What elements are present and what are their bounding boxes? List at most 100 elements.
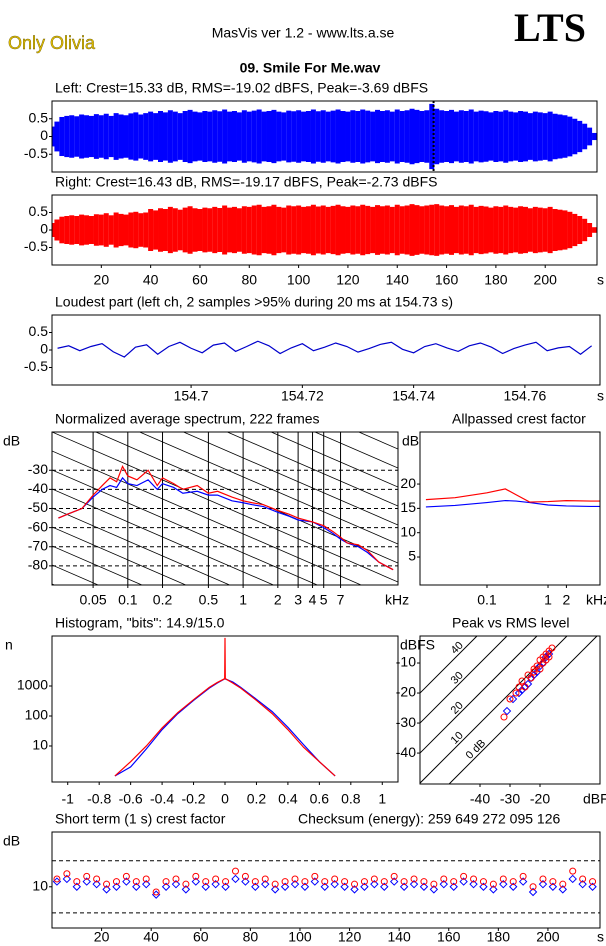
data-point [548, 882, 558, 891]
x-axis-unit: dBFS [583, 791, 606, 807]
data-point [559, 880, 567, 888]
data-point [499, 879, 508, 889]
data-point [310, 877, 320, 886]
data-point [360, 878, 368, 886]
x-tick-label: 5 [320, 592, 328, 608]
y-tick-label: -40 [396, 744, 416, 760]
data-point [62, 874, 72, 884]
data-point [271, 880, 279, 888]
y-tick-label: -50 [28, 499, 48, 515]
plot-area [52, 204, 597, 256]
data-point [509, 882, 518, 891]
x-tick-label: 0.2 [153, 592, 173, 608]
data-point [300, 882, 310, 891]
data-point [514, 688, 524, 698]
plot-area [52, 101, 597, 172]
data-point [578, 879, 587, 889]
data-point [532, 667, 542, 677]
data-point [301, 878, 309, 886]
series-line [425, 488, 600, 503]
data-point [340, 882, 349, 891]
data-point [281, 878, 289, 886]
file-name: 09. Smile For Me.wav [240, 60, 381, 76]
chart-title: Normalized average spectrum, 222 frames [55, 411, 320, 427]
chart-title: Right: Crest=16.43 dB, RMS=-19.17 dBFS, … [55, 174, 437, 190]
plot-area [52, 860, 600, 914]
y-tick-label: -0.5 [24, 358, 48, 374]
data-point [103, 880, 111, 888]
data-point [82, 877, 91, 886]
data-point [171, 879, 181, 889]
data-point [212, 875, 220, 883]
y-tick-label: -30 [28, 461, 48, 477]
data-point [390, 872, 398, 880]
checksum: Checksum (energy): 259 649 272 095 126 [298, 811, 560, 827]
data-point [251, 882, 260, 891]
data-point [221, 882, 230, 891]
data-point [536, 665, 544, 673]
y-tick-label: -0.5 [24, 238, 48, 254]
chart-title: Left: Crest=15.33 dB, RMS=-19.02 dBFS, P… [55, 80, 428, 96]
data-point [231, 867, 239, 875]
x-tick-label: -30 [500, 791, 520, 807]
x-tick-label: 120 [338, 929, 362, 945]
data-point [558, 885, 568, 894]
slope-guide [52, 469, 319, 585]
x-tick-label: 160 [437, 929, 461, 945]
data-point [83, 872, 91, 880]
y-tick-label: 10 [32, 877, 48, 893]
data-point [588, 882, 597, 891]
slope-guide [313, 432, 398, 469]
plot-area [57, 340, 593, 358]
crest-line-label: 20 [449, 700, 466, 717]
data-point [181, 885, 191, 894]
crest-line [420, 636, 508, 724]
data-point [380, 882, 389, 891]
slope-guide [182, 432, 398, 526]
y-axis-unit: n [5, 637, 13, 653]
data-point [112, 882, 121, 891]
data-point [429, 885, 439, 894]
x-axis-unit: s [597, 929, 604, 945]
app-title: MasVis ver 1.2 - www.lts.a.se [212, 25, 395, 41]
data-point [172, 875, 180, 883]
y-tick-label: 10 [400, 523, 416, 539]
data-point [241, 872, 249, 880]
data-point [389, 877, 399, 886]
data-point [53, 875, 61, 883]
data-point [518, 677, 526, 685]
data-point [122, 877, 131, 886]
data-point [211, 879, 220, 889]
slope-guide [52, 450, 363, 585]
x-tick-label: 80 [243, 929, 259, 945]
x-tick-label: 140 [387, 929, 411, 945]
x-tick-label: 154.74 [392, 388, 435, 404]
x-tick-label: 60 [193, 929, 209, 945]
x-axis-unit: kHz [385, 592, 409, 608]
x-axis-unit: s [597, 388, 604, 404]
data-point [459, 877, 468, 886]
y-axis-unit: dBFS [400, 637, 435, 653]
x-tick-label: 0.8 [341, 791, 361, 807]
slope-guide [52, 507, 231, 585]
plot-frame [51, 431, 399, 586]
x-tick-label: 200 [534, 272, 558, 288]
plot-frame [51, 314, 601, 386]
y-tick-label: 0.5 [29, 203, 49, 219]
x-tick-label: -0.8 [87, 791, 111, 807]
data-point [508, 694, 518, 704]
x-tick-label: 140 [386, 272, 410, 288]
brand-logo: LTS [514, 5, 586, 50]
data-point [500, 713, 508, 721]
data-point [589, 878, 597, 886]
x-tick-label: 4 [309, 592, 317, 608]
series-line [58, 476, 394, 571]
data-point [499, 875, 507, 883]
x-tick-label: 20 [94, 272, 110, 288]
x-tick-label: 200 [536, 929, 560, 945]
data-point [291, 875, 299, 883]
chart-title: Allpassed crest factor [452, 411, 586, 427]
data-point [469, 879, 478, 889]
data-point [399, 882, 409, 891]
